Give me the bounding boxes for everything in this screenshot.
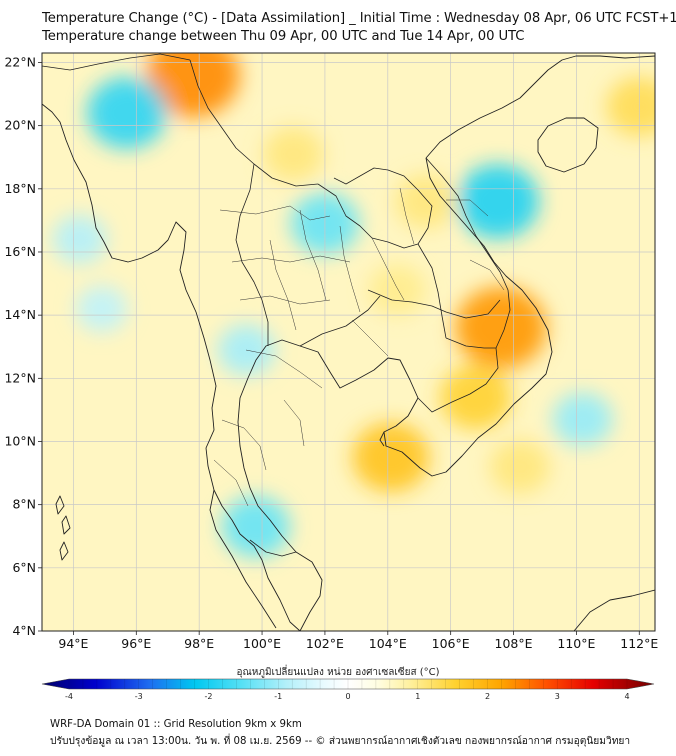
colorbar-tick-label: 2 (485, 692, 490, 700)
anomaly-blob-15 (368, 264, 426, 316)
lat-tick-label: 10°N (4, 433, 36, 448)
colorbar-tick-label: -2 (205, 692, 213, 700)
colorbar-tick-label: -3 (135, 692, 143, 700)
lon-tick-label: 112°E (620, 636, 658, 651)
anomaly-blob-11 (440, 365, 512, 430)
lon-tick-label: 104°E (369, 636, 407, 651)
anomaly-blob-16 (52, 214, 107, 264)
lon-tick-label: 110°E (557, 636, 595, 651)
anomaly-blob-10 (263, 127, 324, 182)
anomaly-blob-2 (456, 164, 540, 239)
lon-tick-label: 96°E (121, 636, 151, 651)
model-info: WRF-DA Domain 01 :: Grid Resolution 9km … (50, 719, 302, 730)
colorbar-tick-label: -4 (65, 692, 73, 700)
anomaly-blob-8 (221, 495, 290, 558)
anomaly-blob-12 (489, 439, 550, 494)
anomaly-blob-7 (552, 392, 613, 447)
graticule (42, 53, 655, 631)
lat-tick-label: 18°N (4, 181, 36, 196)
latitude-axis: 4°N 6°N 8°N 10°N 12°N 14°N 16°N 18°N 20°N 22°N (4, 54, 42, 638)
lat-tick-label: 4°N (12, 623, 36, 638)
anomaly-blob-4 (455, 286, 547, 369)
colorbar: -4 -3 -2 -1 0 1 2 3 4 (41, 678, 655, 700)
country-borders (42, 53, 511, 557)
lon-tick-label: 102°E (306, 636, 344, 651)
lat-tick-label: 16°N (4, 244, 36, 259)
colorbar-title: อุณหภูมิเปลี่ยนแปลง หน่วย องศาเซลเซียส (… (236, 667, 440, 678)
lat-tick-label: 6°N (12, 560, 36, 575)
lon-tick-label: 106°E (432, 636, 470, 651)
lat-tick-label: 14°N (4, 307, 36, 322)
anomaly-blob-0 (146, 53, 240, 118)
anomaly-blob-14 (395, 174, 456, 229)
lat-tick-label: 8°N (12, 497, 36, 512)
anomaly-blob-9 (75, 285, 128, 333)
colorbar-tick-label: 4 (624, 692, 629, 700)
colorbar-tick-label: 0 (345, 692, 350, 700)
temperature-change-map: 94°E 96°E 98°E 100°E 102°E 104°E 106°E 108°E 110… (4, 52, 658, 700)
colorbar-tick-label: -1 (274, 692, 282, 700)
map-subtitle: Temperature change between Thu 09 Apr, 0… (42, 29, 525, 44)
coastlines (42, 55, 655, 631)
colorbar-tick-label: 1 (415, 692, 420, 700)
credit-line: ปรับปรุงข้อมูล ณ เวลา 13:00น. วัน พ. ที่… (50, 736, 631, 747)
map-background (42, 53, 655, 631)
map-title: Temperature Change (°C) - [Data Assimila… (42, 11, 676, 26)
anomaly-field (52, 53, 655, 558)
lon-tick-label: 100°E (243, 636, 281, 651)
lat-tick-label: 22°N (4, 54, 36, 69)
colorbar-tick-label: 3 (555, 692, 560, 700)
colorbar-scale (41, 678, 655, 690)
lon-tick-label: 108°E (495, 636, 533, 651)
lon-tick-label: 94°E (58, 636, 88, 651)
anomaly-blob-1 (87, 77, 167, 149)
lon-tick-label: 98°E (184, 636, 214, 651)
lat-tick-label: 12°N (4, 370, 36, 385)
longitude-axis: 94°E 96°E 98°E 100°E 102°E 104°E 106°E 108°E 110… (58, 631, 658, 651)
lat-tick-label: 20°N (4, 118, 36, 133)
province-borders (213, 187, 505, 507)
anomaly-blob-13 (606, 77, 655, 137)
anomaly-blob-5 (352, 422, 430, 492)
map-frame (41, 52, 656, 632)
